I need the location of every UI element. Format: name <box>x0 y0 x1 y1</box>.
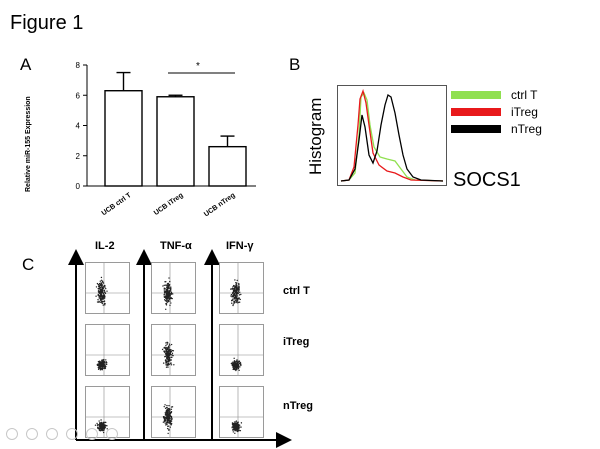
x-label-2: UCB nTreg <box>203 192 237 218</box>
panel-b-xlabel: SOCS1 <box>453 169 521 191</box>
play-button[interactable] <box>26 428 38 440</box>
legend-swatch-2 <box>451 124 501 133</box>
row-label-ctrl-t: ctrl T <box>283 285 310 297</box>
legend-swatch-0 <box>451 90 501 99</box>
y-tick-label-4: 8 <box>76 61 81 70</box>
column-label-ifng: IFN-γ <box>226 240 254 252</box>
legend-label-2: nTreg <box>511 121 542 136</box>
panel-c-letter: C <box>22 255 35 274</box>
bar-0 <box>104 90 143 187</box>
legend-swatch-1 <box>451 107 501 116</box>
facs-plot-0-0 <box>85 262 130 314</box>
pen-tool-button[interactable] <box>46 428 58 440</box>
facs-plot-1-2 <box>219 324 264 376</box>
column-label-il2: IL-2 <box>95 240 115 252</box>
facs-plot-1-1 <box>151 324 196 376</box>
zoom-button[interactable] <box>86 428 98 440</box>
y-tick-label-0: 0 <box>76 182 81 191</box>
y-tick-label-3: 6 <box>76 91 81 100</box>
x-label-1: UCB iTreg <box>153 192 185 217</box>
column-label-tnfa: TNF-α <box>160 240 192 252</box>
legend-item-2: nTreg <box>451 120 542 137</box>
bar-1 <box>156 96 195 187</box>
row-label-ntreg: nTreg <box>283 400 313 412</box>
significance-mark: * <box>196 61 200 72</box>
histogram-itreg <box>340 88 444 182</box>
socs1-histogram <box>337 85 447 186</box>
legend-item-1: iTreg <box>451 103 542 120</box>
panel-b-legend: ctrl T iTreg nTreg <box>451 86 542 137</box>
facs-plot-0-2 <box>219 262 264 314</box>
histogram-ntreg <box>340 93 444 182</box>
y-tick-label-2: 4 <box>76 122 81 131</box>
legend-label-0: ctrl T <box>511 87 538 102</box>
legend-label-1: iTreg <box>511 104 538 119</box>
menu-button[interactable] <box>66 428 78 440</box>
y-tick-label-1: 2 <box>76 152 81 161</box>
panel-a-letter: A <box>20 55 32 74</box>
facs-plot-2-1 <box>151 386 196 438</box>
panel-a-chart: 0 2 4 6 8 * UCB ctrl T UCB iTreg UCB nTreg <box>76 61 256 218</box>
more-button[interactable] <box>106 428 118 440</box>
prev-slide-button[interactable] <box>6 428 18 440</box>
row-label-itreg: iTreg <box>283 336 310 348</box>
facs-plot-1-0 <box>85 324 130 376</box>
x-label-0: UCB ctrl T <box>101 191 134 217</box>
facs-plot-0-1 <box>151 262 196 314</box>
panel-b-letter: B <box>289 55 301 74</box>
bar-2 <box>208 145 247 187</box>
panel-b-ylabel: Histogram <box>306 97 325 175</box>
figure-title: Figure 1 <box>10 12 84 34</box>
facs-plot-2-2 <box>219 386 264 438</box>
legend-item-0: ctrl T <box>451 86 542 103</box>
